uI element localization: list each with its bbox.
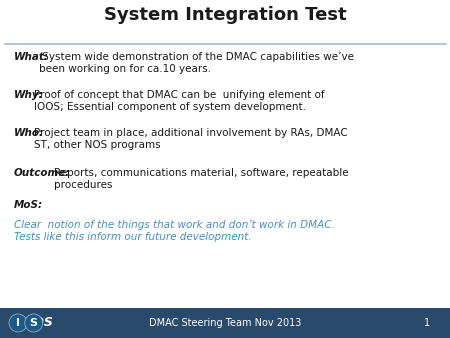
Text: Proof of concept that DMAC can be  unifying element of
IOOS; Essential component: Proof of concept that DMAC can be unifyi… <box>34 90 324 112</box>
Text: DMAC Steering Team Nov 2013: DMAC Steering Team Nov 2013 <box>149 318 301 328</box>
Text: IOOS: IOOS <box>18 316 54 330</box>
Bar <box>0 308 450 338</box>
Circle shape <box>25 314 43 332</box>
Text: Outcome:: Outcome: <box>14 168 70 178</box>
Text: I: I <box>16 318 20 328</box>
Text: S: S <box>30 318 38 328</box>
Text: What:: What: <box>14 52 49 62</box>
Text: Who:: Who: <box>14 128 44 138</box>
Text: Project team in place, additional involvement by RAs, DMAC
ST, other NOS program: Project team in place, additional involv… <box>34 128 348 150</box>
Text: MoS:: MoS: <box>14 200 43 210</box>
Text: Reports, communications material, software, repeatable
procedures: Reports, communications material, softwa… <box>54 168 349 190</box>
Text: Clear  notion of the things that work and don’t work in DMAC.
Tests like this in: Clear notion of the things that work and… <box>14 220 335 242</box>
Text: System wide demonstration of the DMAC capabilities we’ve
been working on for ca.: System wide demonstration of the DMAC ca… <box>39 52 354 74</box>
Text: System Integration Test: System Integration Test <box>104 6 346 24</box>
Text: 1: 1 <box>424 318 431 328</box>
Circle shape <box>9 314 27 332</box>
Text: Why:: Why: <box>14 90 44 100</box>
